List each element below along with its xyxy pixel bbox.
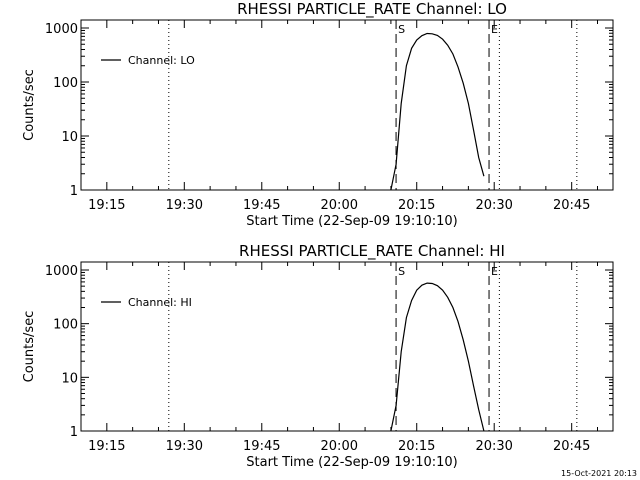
x-tick-label: 20:00 xyxy=(321,198,358,213)
y-tick-label: 1 xyxy=(70,425,78,440)
y-tick-label: 1 xyxy=(70,184,78,199)
chart-title: RHESSI PARTICLE_RATE Channel: LO xyxy=(237,0,507,19)
x-tick-label: 19:45 xyxy=(243,439,280,454)
x-tick-label: 19:30 xyxy=(166,198,203,213)
marker-label: E xyxy=(491,23,498,36)
marker-label: S xyxy=(398,265,405,278)
marker-label: S xyxy=(398,23,405,36)
x-axis-label: Start Time (22-Sep-09 19:10:10) xyxy=(246,455,457,470)
plot-frame xyxy=(80,261,614,432)
plot-frame xyxy=(80,19,614,191)
legend-label: Channel: HI xyxy=(128,296,192,309)
chart-title: RHESSI PARTICLE_RATE Channel: HI xyxy=(239,242,505,261)
series-line xyxy=(390,282,485,432)
legend-label: Channel: LO xyxy=(128,54,195,67)
x-tick-label: 20:00 xyxy=(321,439,358,454)
x-tick-label: 19:45 xyxy=(243,198,280,213)
x-tick-label: 20:15 xyxy=(398,198,435,213)
y-tick-label: 1000 xyxy=(45,22,78,37)
x-tick-label: 19:15 xyxy=(88,439,125,454)
y-tick-label: 1000 xyxy=(45,264,78,279)
x-tick-label: 19:15 xyxy=(88,198,125,213)
x-tick-label: 20:30 xyxy=(475,198,512,213)
x-axis-label: Start Time (22-Sep-09 19:10:10) xyxy=(246,214,457,229)
x-tick-label: 19:30 xyxy=(166,439,203,454)
y-axis-label: Counts/sec xyxy=(22,69,37,141)
y-tick-label: 10 xyxy=(61,371,78,386)
y-axis-label: Counts/sec xyxy=(22,311,37,383)
x-tick-label: 20:30 xyxy=(475,439,512,454)
series-line xyxy=(390,32,485,191)
x-tick-label: 20:45 xyxy=(553,439,590,454)
x-tick-label: 20:45 xyxy=(553,198,590,213)
marker-label: E xyxy=(491,265,498,278)
y-tick-label: 10 xyxy=(61,130,78,145)
y-tick-label: 100 xyxy=(53,318,78,333)
x-tick-label: 20:15 xyxy=(398,439,435,454)
y-tick-label: 100 xyxy=(53,76,78,91)
